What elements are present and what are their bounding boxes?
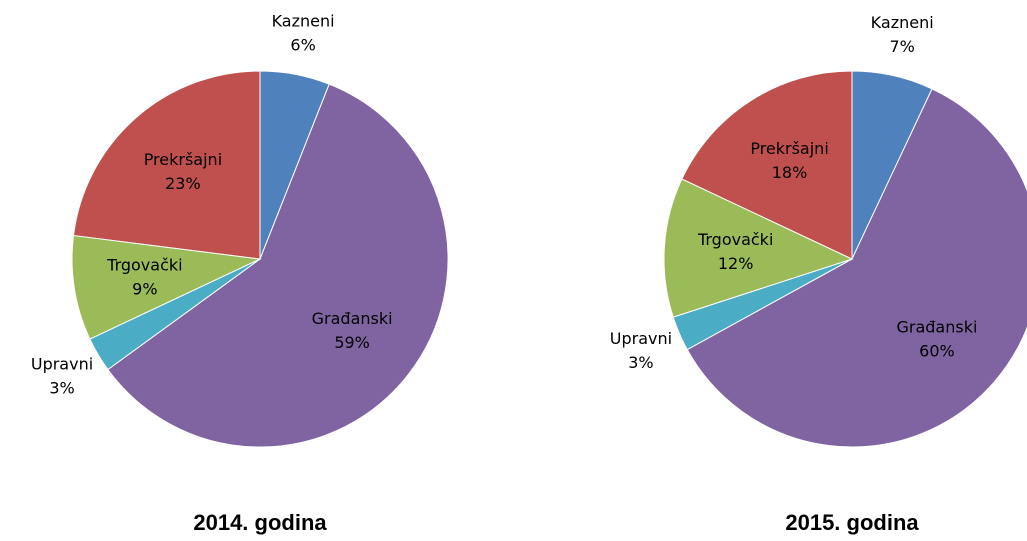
slice-label: Građanski bbox=[312, 309, 393, 328]
slice-value-label: 6% bbox=[290, 36, 315, 55]
pie-slice bbox=[72, 70, 261, 260]
slice-label: Trgovački bbox=[106, 256, 182, 275]
slice-label: Upravni bbox=[31, 355, 93, 374]
chart-title: 2015. godina bbox=[785, 510, 919, 535]
slice-value-label: 12% bbox=[718, 254, 754, 273]
slice-value-label: 3% bbox=[628, 353, 653, 372]
chart-title: 2014. godina bbox=[193, 510, 327, 535]
slice-label: Prekršajni bbox=[144, 150, 222, 169]
pie-slice bbox=[681, 70, 853, 260]
pie-slice bbox=[686, 88, 1027, 448]
slice-value-label: 7% bbox=[889, 37, 914, 56]
slice-label: Kazneni bbox=[871, 13, 934, 32]
slice-value-label: 59% bbox=[334, 333, 370, 352]
slice-label: Prekršajni bbox=[750, 139, 828, 158]
slice-value-label: 23% bbox=[165, 174, 201, 193]
slice-label: Upravni bbox=[610, 329, 672, 348]
pie-slice bbox=[107, 83, 449, 448]
slice-label: Građanski bbox=[896, 317, 977, 336]
slice-value-label: 60% bbox=[919, 341, 955, 360]
slice-value-label: 9% bbox=[132, 280, 157, 299]
slice-value-label: 18% bbox=[772, 163, 808, 182]
pie-slice bbox=[663, 178, 854, 318]
slice-label: Trgovački bbox=[697, 230, 773, 249]
slice-label: Kazneni bbox=[272, 12, 335, 31]
pie-slice bbox=[71, 234, 262, 340]
slice-value-label: 3% bbox=[49, 379, 74, 398]
